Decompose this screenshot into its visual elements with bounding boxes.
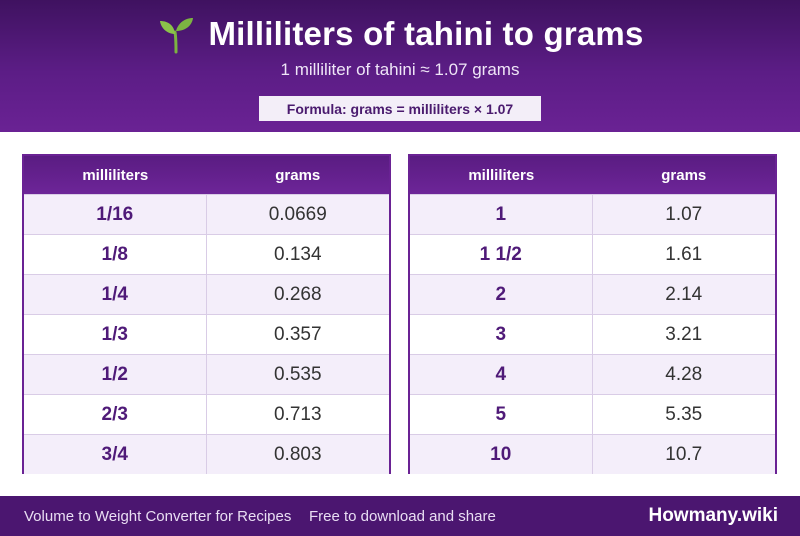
milliliters-cell: 1 bbox=[410, 195, 593, 234]
milliliters-cell: 3 bbox=[410, 315, 593, 354]
milliliters-cell: 1/8 bbox=[24, 235, 207, 274]
header: Milliliters of tahini to grams 1 millili… bbox=[0, 0, 800, 132]
grams-cell: 0.0669 bbox=[268, 203, 327, 225]
milliliters-cell: 1/3 bbox=[24, 315, 207, 354]
table-row: 5 5.35 bbox=[410, 394, 775, 434]
page-title: Milliliters of tahini to grams bbox=[208, 15, 644, 52]
grams-cell: 0.535 bbox=[273, 363, 322, 385]
table-row: 1/4 0.268 bbox=[24, 274, 389, 314]
milliliters-cell: 5 bbox=[410, 395, 593, 434]
conversion-table-right: milliliters grams 1 1.07 1 1/2 1.61 2 2.… bbox=[408, 154, 777, 474]
grams-cell: 0.268 bbox=[273, 283, 322, 305]
milliliters-cell: 1 1/2 bbox=[410, 235, 593, 274]
page-subtitle: 1 milliliter of tahini ≈ 1.07 grams bbox=[280, 60, 520, 79]
table-row: 3 3.21 bbox=[410, 314, 775, 354]
footer-share-note: Free to download and share bbox=[309, 508, 496, 525]
table-row: 10 10.7 bbox=[410, 434, 775, 474]
milliliters-cell: 1/2 bbox=[24, 355, 207, 394]
sprout-icon bbox=[160, 18, 194, 54]
grams-cell: 1.07 bbox=[665, 203, 703, 225]
column-header-grams: grams bbox=[661, 166, 707, 184]
table-row: 3/4 0.803 bbox=[24, 434, 389, 474]
table-row: 1/3 0.357 bbox=[24, 314, 389, 354]
table-row: 2/3 0.713 bbox=[24, 394, 389, 434]
table-header: milliliters grams bbox=[410, 156, 775, 194]
table-row: 1/8 0.134 bbox=[24, 234, 389, 274]
formula-badge: Formula: grams = milliliters × 1.07 bbox=[259, 96, 541, 121]
column-header-milliliters: milliliters bbox=[468, 166, 535, 184]
grams-cell: 10.7 bbox=[665, 443, 703, 465]
column-header-grams: grams bbox=[275, 166, 321, 184]
milliliters-cell: 4 bbox=[410, 355, 593, 394]
table-row: 1/2 0.535 bbox=[24, 354, 389, 394]
grams-cell: 2.14 bbox=[665, 283, 703, 305]
milliliters-cell: 1/16 bbox=[24, 195, 207, 234]
conversion-table-left: milliliters grams 1/16 0.0669 1/8 0.134 … bbox=[22, 154, 391, 474]
milliliters-cell: 2 bbox=[410, 275, 593, 314]
grams-cell: 1.61 bbox=[665, 243, 703, 265]
grams-cell: 5.35 bbox=[665, 403, 703, 425]
table-body: 1 1.07 1 1/2 1.61 2 2.14 3 3.21 4 4.28 5… bbox=[410, 194, 775, 474]
grams-cell: 4.28 bbox=[665, 363, 703, 385]
milliliters-cell: 1/4 bbox=[24, 275, 207, 314]
table-row: 1 1.07 bbox=[410, 194, 775, 234]
table-row: 1/16 0.0669 bbox=[24, 194, 389, 234]
grams-cell: 3.21 bbox=[665, 323, 703, 345]
column-header-milliliters: milliliters bbox=[82, 166, 149, 184]
table-row: 1 1/2 1.61 bbox=[410, 234, 775, 274]
table-row: 4 4.28 bbox=[410, 354, 775, 394]
grams-cell: 0.713 bbox=[273, 403, 322, 425]
grams-cell: 0.803 bbox=[273, 443, 322, 465]
table-body: 1/16 0.0669 1/8 0.134 1/4 0.268 1/3 0.35… bbox=[24, 194, 389, 474]
table-header: milliliters grams bbox=[24, 156, 389, 194]
footer-tagline: Volume to Weight Converter for Recipes bbox=[24, 508, 292, 525]
grams-cell: 0.357 bbox=[273, 323, 322, 345]
milliliters-cell: 3/4 bbox=[24, 435, 207, 474]
table-row: 2 2.14 bbox=[410, 274, 775, 314]
footer: Volume to Weight Converter for Recipes F… bbox=[0, 496, 800, 536]
brand-logo[interactable]: Howmany.wiki bbox=[648, 505, 778, 526]
grams-cell: 0.134 bbox=[273, 243, 322, 265]
milliliters-cell: 10 bbox=[410, 435, 593, 474]
milliliters-cell: 2/3 bbox=[24, 395, 207, 434]
title-row: Milliliters of tahini to grams bbox=[0, 14, 800, 54]
